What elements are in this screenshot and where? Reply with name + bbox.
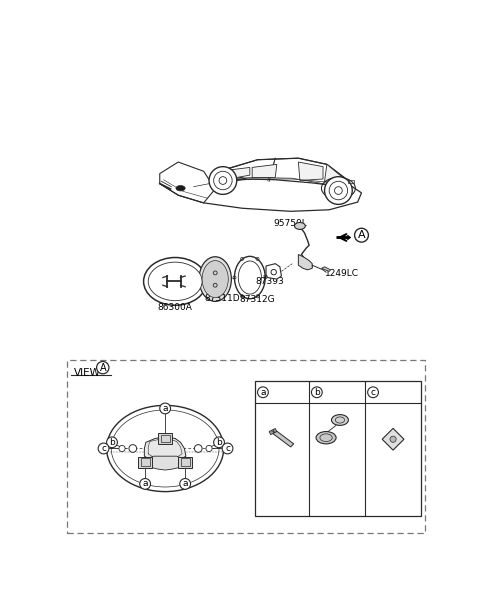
Bar — [382, 428, 404, 450]
Circle shape — [324, 177, 352, 204]
Circle shape — [209, 167, 237, 195]
Text: a: a — [182, 479, 188, 488]
Ellipse shape — [199, 257, 231, 301]
Circle shape — [180, 479, 191, 489]
Circle shape — [160, 403, 170, 414]
Text: 87312G: 87312G — [240, 295, 276, 304]
Text: a: a — [260, 388, 266, 397]
Ellipse shape — [202, 261, 228, 298]
Text: 1249LC: 1249LC — [324, 269, 359, 278]
Polygon shape — [299, 162, 323, 181]
Text: 95750L: 95750L — [274, 219, 308, 228]
Text: A: A — [99, 362, 106, 373]
Circle shape — [258, 387, 268, 398]
Circle shape — [119, 445, 125, 451]
Polygon shape — [144, 437, 186, 465]
Polygon shape — [145, 456, 185, 470]
Text: c: c — [225, 444, 230, 453]
Text: b: b — [314, 388, 320, 397]
Circle shape — [129, 445, 137, 452]
Text: a: a — [162, 404, 168, 413]
Circle shape — [206, 445, 212, 451]
Text: c: c — [371, 388, 375, 397]
Circle shape — [194, 445, 202, 452]
Ellipse shape — [316, 431, 336, 444]
Bar — [255, 382, 421, 516]
Text: a: a — [143, 479, 148, 488]
Circle shape — [312, 387, 322, 398]
Ellipse shape — [332, 415, 348, 425]
Polygon shape — [266, 264, 281, 279]
Circle shape — [96, 361, 109, 374]
Text: 87393: 87393 — [255, 277, 284, 286]
Polygon shape — [324, 164, 345, 187]
Circle shape — [140, 479, 151, 489]
Text: c: c — [101, 444, 106, 453]
Text: 87757A: 87757A — [319, 456, 354, 465]
FancyBboxPatch shape — [178, 457, 192, 468]
Text: 87377D: 87377D — [382, 388, 418, 397]
Text: 86300A: 86300A — [158, 303, 192, 312]
Text: 87311D: 87311D — [204, 294, 240, 303]
Ellipse shape — [295, 222, 305, 230]
Text: b: b — [109, 438, 115, 447]
Polygon shape — [204, 158, 346, 189]
Ellipse shape — [176, 185, 185, 191]
Bar — [348, 180, 354, 183]
Ellipse shape — [148, 262, 202, 301]
Circle shape — [214, 437, 225, 448]
Polygon shape — [252, 164, 277, 178]
Circle shape — [98, 443, 109, 454]
Polygon shape — [322, 267, 331, 271]
Circle shape — [355, 228, 369, 242]
Text: 1243AB: 1243AB — [275, 388, 310, 397]
Text: A: A — [358, 230, 365, 240]
Ellipse shape — [107, 405, 224, 491]
Polygon shape — [160, 162, 215, 203]
Polygon shape — [219, 167, 250, 180]
Bar — [67, 360, 425, 533]
Text: 90782: 90782 — [322, 398, 350, 407]
Polygon shape — [160, 179, 361, 211]
FancyBboxPatch shape — [138, 457, 152, 468]
Circle shape — [222, 443, 233, 454]
Circle shape — [368, 387, 378, 398]
FancyBboxPatch shape — [158, 433, 172, 444]
Text: VIEW: VIEW — [73, 368, 100, 378]
Polygon shape — [299, 255, 312, 270]
Polygon shape — [337, 235, 351, 240]
Polygon shape — [272, 430, 294, 447]
Circle shape — [107, 437, 118, 448]
Polygon shape — [269, 428, 277, 435]
Circle shape — [390, 436, 396, 442]
Ellipse shape — [144, 258, 207, 305]
Text: b: b — [216, 438, 222, 447]
